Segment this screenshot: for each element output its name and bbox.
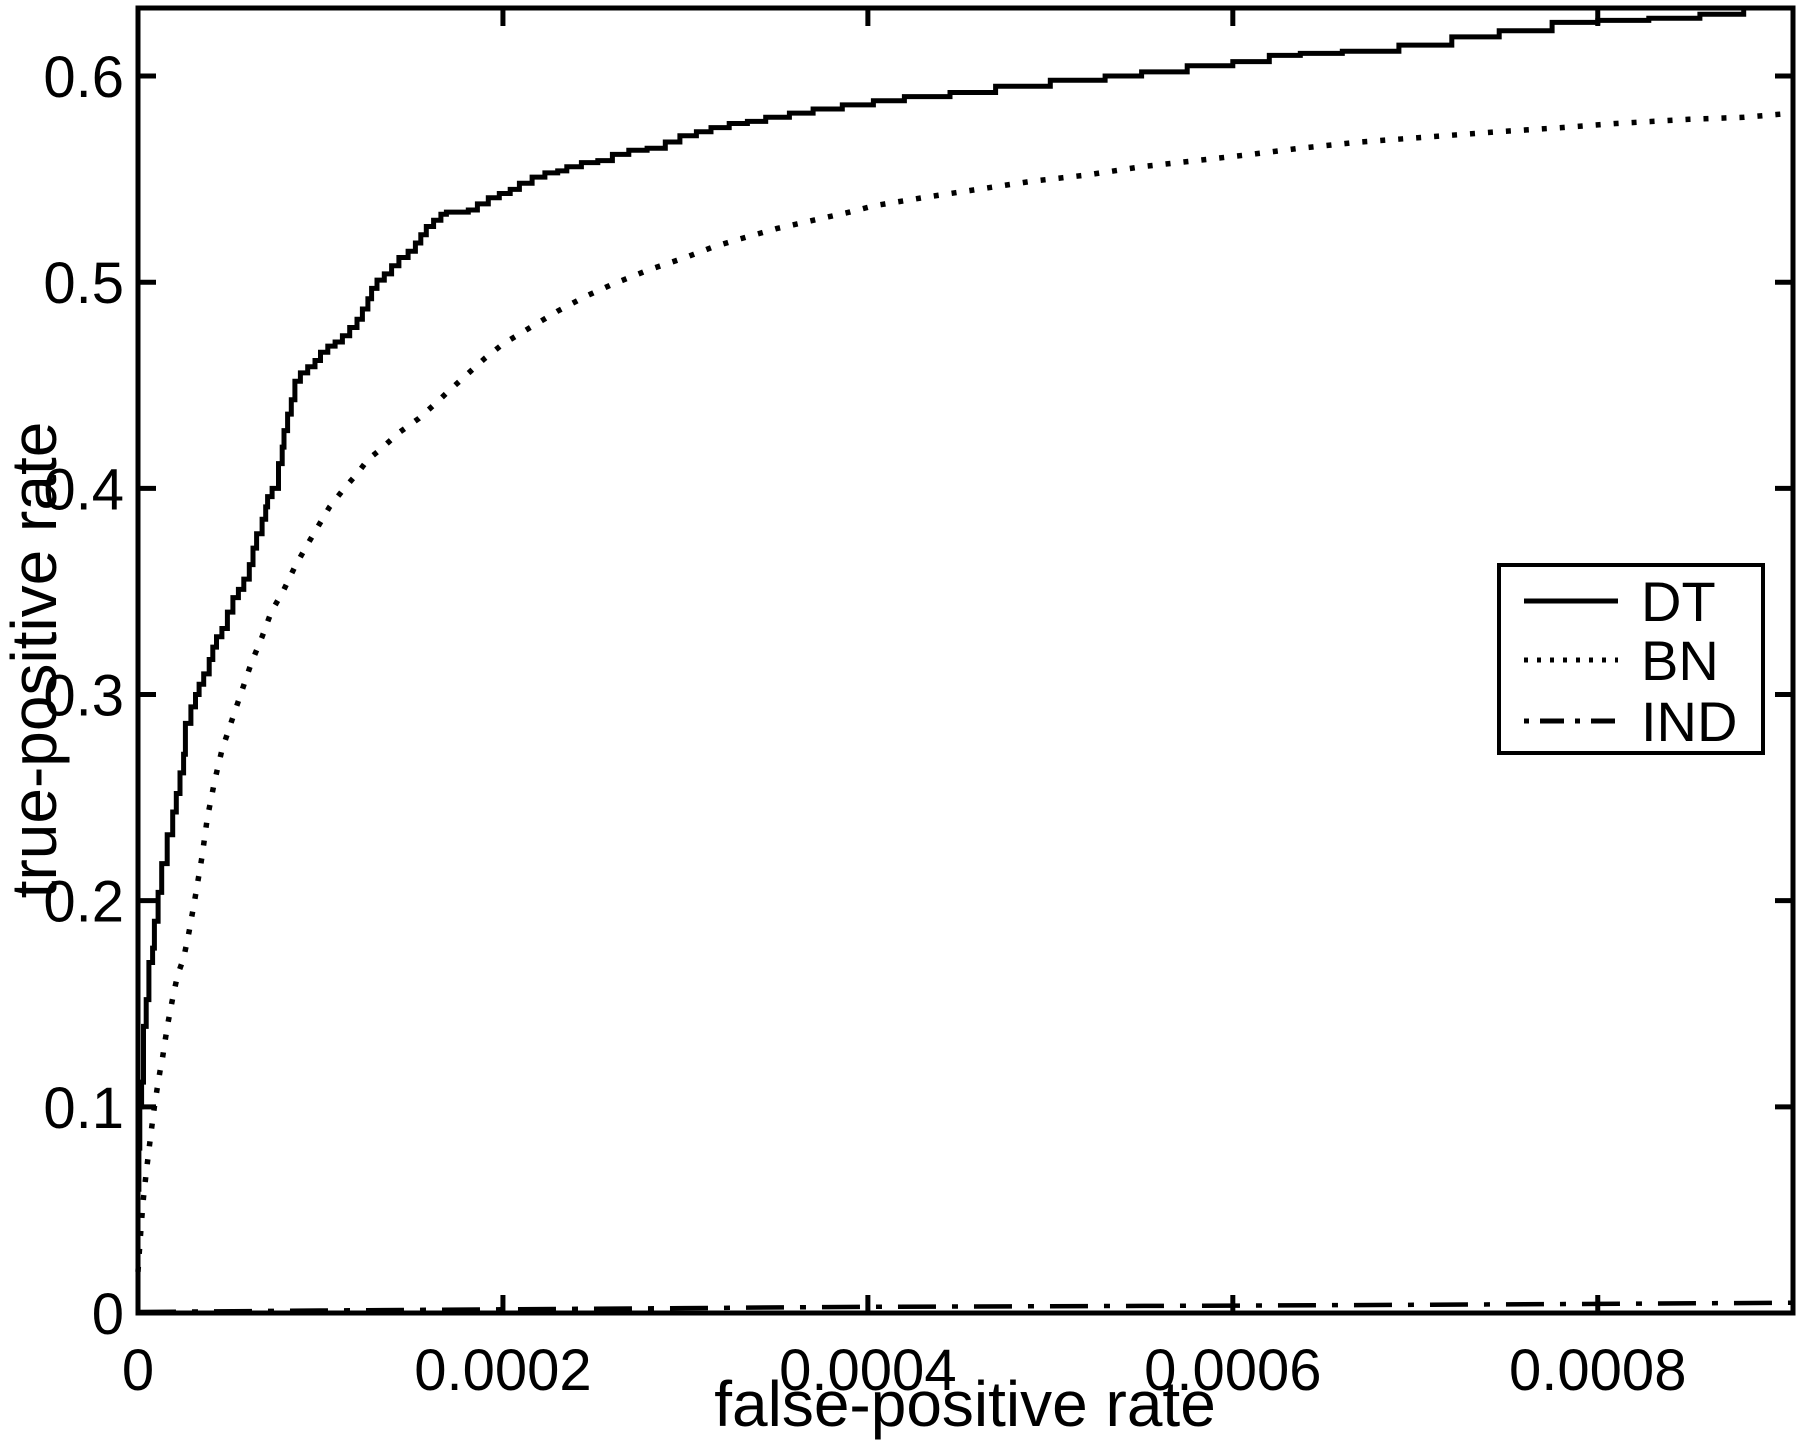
y-tick-label: 0.1 bbox=[43, 1076, 124, 1141]
x-tick-label: 0 bbox=[122, 1338, 154, 1403]
legend-label-bn: BN bbox=[1641, 629, 1719, 692]
x-axis-label: false-positive rate bbox=[714, 1368, 1216, 1440]
y-tick-label: 0.3 bbox=[43, 664, 124, 729]
y-tick-label: 0 bbox=[92, 1282, 124, 1347]
plot-border bbox=[135, 5, 1796, 1316]
legend-label-ind: IND bbox=[1641, 690, 1737, 753]
y-tick-label: 0.6 bbox=[43, 45, 124, 110]
x-tick-label: 0.0004 bbox=[779, 1338, 956, 1403]
series-curve-ind bbox=[137, 1300, 1794, 1315]
x-tick-label: 0.0002 bbox=[414, 1338, 591, 1403]
series-curve-dt bbox=[135, 5, 1793, 1252]
y-tick-label: 0.4 bbox=[43, 457, 124, 522]
legend: DT BN IND bbox=[1497, 563, 1765, 755]
plot-curves bbox=[135, 5, 1794, 1315]
legend-label-dt: DT bbox=[1641, 570, 1716, 633]
x-tick-label: 0.0008 bbox=[1509, 1338, 1686, 1403]
y-tick-label: 0.2 bbox=[43, 870, 124, 935]
y-axis-label: true-positive rate bbox=[0, 422, 70, 899]
x-tick-label: 0.0006 bbox=[1144, 1338, 1321, 1403]
y-tick-label: 0.5 bbox=[43, 251, 124, 316]
x-tick-labels: 0 0.0002 0.0004 0.0006 0.0008 bbox=[122, 1338, 1687, 1403]
y-tick-labels: 0 0.1 0.2 0.3 0.4 0.5 0.6 bbox=[43, 45, 124, 1347]
